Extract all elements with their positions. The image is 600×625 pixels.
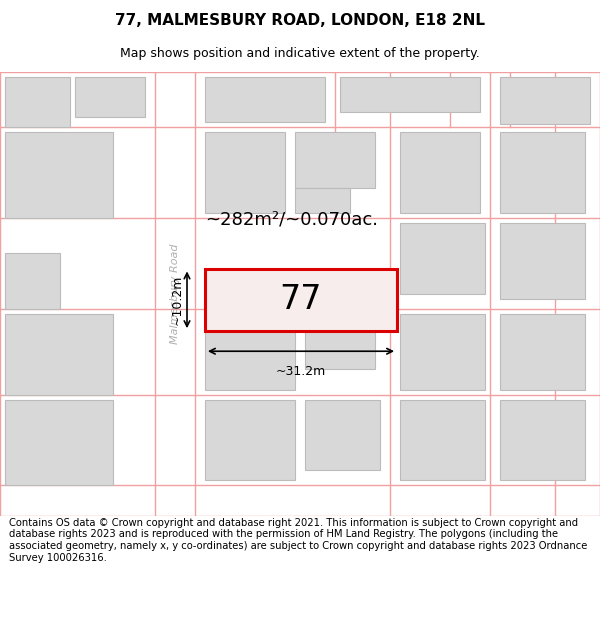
Bar (5, 253, 60, 309)
Bar (305, 314, 375, 369)
Bar (340, 77, 480, 112)
Bar (205, 132, 285, 213)
Text: 77: 77 (280, 283, 322, 316)
Bar (295, 132, 375, 188)
Bar (500, 314, 585, 389)
Text: ~282m²/~0.070ac.: ~282m²/~0.070ac. (205, 210, 378, 228)
Bar (295, 188, 350, 213)
Bar (400, 314, 485, 389)
Text: Malmesbury Road: Malmesbury Road (170, 244, 180, 344)
Bar (500, 223, 585, 299)
Text: Map shows position and indicative extent of the property.: Map shows position and indicative extent… (120, 48, 480, 61)
Text: ~10.2m: ~10.2m (171, 274, 184, 325)
Text: 77, MALMESBURY ROAD, LONDON, E18 2NL: 77, MALMESBURY ROAD, LONDON, E18 2NL (115, 12, 485, 28)
Bar (205, 399, 295, 481)
Bar (205, 77, 325, 122)
Bar (205, 279, 260, 309)
Bar (75, 77, 145, 118)
Text: Contains OS data © Crown copyright and database right 2021. This information is : Contains OS data © Crown copyright and d… (9, 518, 587, 562)
Bar (305, 399, 380, 470)
Bar (5, 314, 113, 394)
Bar (500, 77, 590, 124)
Bar (400, 399, 485, 481)
Bar (400, 132, 480, 213)
Bar (205, 269, 397, 331)
Bar (400, 223, 485, 294)
Bar (5, 77, 70, 128)
Bar (5, 399, 113, 486)
Bar (500, 132, 585, 213)
Bar (5, 132, 113, 218)
Bar (205, 314, 295, 389)
Bar (500, 399, 585, 481)
Text: ~31.2m: ~31.2m (276, 366, 326, 378)
